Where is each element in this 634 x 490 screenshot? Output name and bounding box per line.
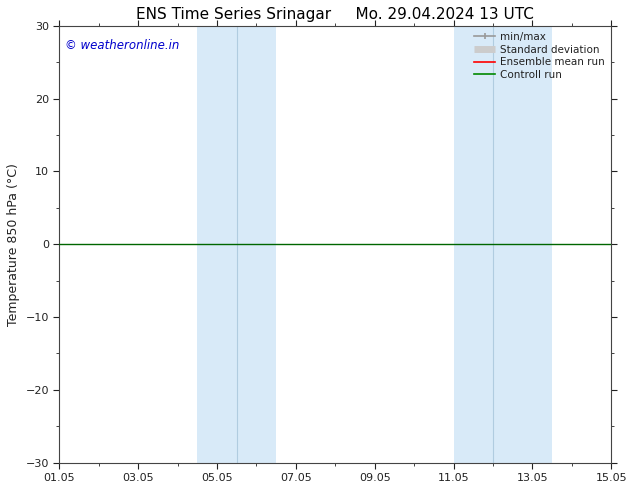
Bar <box>453 26 493 463</box>
Bar <box>493 26 552 463</box>
Text: © weatheronline.in: © weatheronline.in <box>65 39 179 52</box>
Bar <box>197 26 236 463</box>
Title: ENS Time Series Srinagar     Mo. 29.04.2024 13 UTC: ENS Time Series Srinagar Mo. 29.04.2024 … <box>136 7 534 22</box>
Legend: min/max, Standard deviation, Ensemble mean run, Controll run: min/max, Standard deviation, Ensemble me… <box>470 28 609 84</box>
Y-axis label: Temperature 850 hPa (°C): Temperature 850 hPa (°C) <box>7 163 20 326</box>
Bar <box>236 26 276 463</box>
